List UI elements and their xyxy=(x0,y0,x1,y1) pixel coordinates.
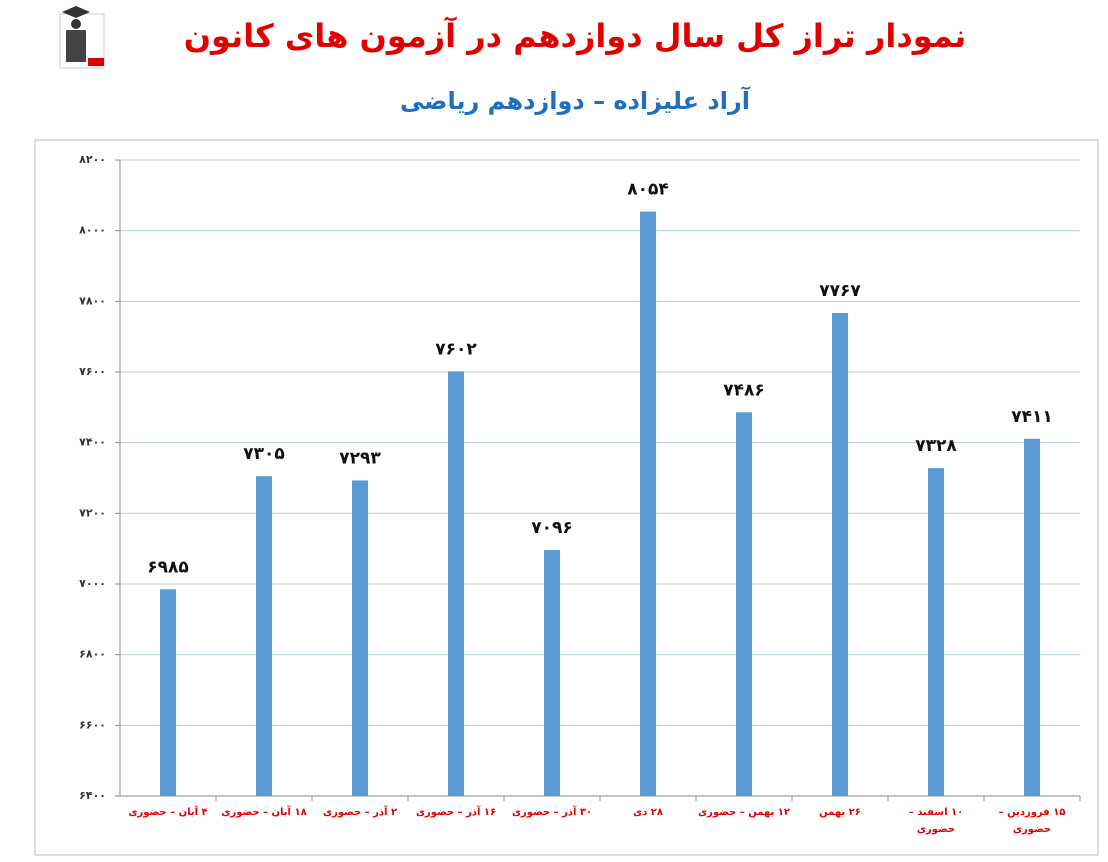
bar xyxy=(832,312,848,796)
data-label: ۷۲۹۳ xyxy=(339,448,381,468)
data-label: ۸۰۵۴ xyxy=(627,180,669,200)
x-tick-label: ۲۸ دی xyxy=(633,807,663,818)
x-tick-label: ۱۵ فروردین – حضوری xyxy=(998,807,1066,835)
bar xyxy=(544,550,560,796)
y-tick-label: ۷۶۰۰ xyxy=(79,365,106,378)
data-label: ۷۰۹۶ xyxy=(531,518,573,538)
bar xyxy=(256,476,272,796)
y-tick-label: ۷۴۰۰ xyxy=(79,436,106,449)
x-tick-label: ۲۶ بهمن xyxy=(819,807,861,818)
y-tick-label: ۷۰۰۰ xyxy=(79,577,106,590)
data-label: ۷۴۱۱ xyxy=(1011,407,1053,427)
data-label: ۷۷۶۷ xyxy=(819,281,861,301)
data-label: ۷۶۰۲ xyxy=(435,339,477,359)
chart-title: نمودار تراز کل سال دوازدهم در آزمون های … xyxy=(184,16,967,55)
x-tick-label: ۱۶ آذر – حضوری xyxy=(415,807,497,818)
data-label: ۷۳۲۸ xyxy=(915,436,957,456)
y-tick-label: ۶۴۰۰ xyxy=(79,789,106,802)
data-label: ۷۴۸۶ xyxy=(723,380,765,400)
bar xyxy=(160,589,176,796)
y-tick-label: ۸۲۰۰ xyxy=(79,153,106,166)
bar xyxy=(928,468,944,796)
x-tick-label: ۳۰ آذر – حضوری xyxy=(511,807,593,818)
bar xyxy=(736,412,752,796)
bar xyxy=(1024,438,1040,796)
chart-subtitle: آراد علیزاده – دوازدهم ریاضی xyxy=(400,86,751,115)
data-label: ۶۹۸۵ xyxy=(147,557,189,577)
x-tick-label: ۱۲ بهمن – حضوری xyxy=(698,807,790,818)
x-tick-label: ۴ آبان – حضوری xyxy=(128,807,208,818)
x-tick-label: ۱۸ آبان – حضوری xyxy=(221,807,307,818)
bar xyxy=(640,211,656,796)
y-tick-label: ۷۲۰۰ xyxy=(79,506,106,519)
y-tick-label: ۷۸۰۰ xyxy=(79,294,106,307)
chart-frame xyxy=(34,139,1099,856)
y-tick-label: ۸۰۰۰ xyxy=(79,224,106,237)
data-label: ۷۳۰۵ xyxy=(243,444,285,464)
x-tick-label: ۱۰ اسفند – حضوری xyxy=(908,807,964,835)
y-tick-label: ۶۶۰۰ xyxy=(79,718,106,731)
bar xyxy=(448,371,464,796)
y-tick-label: ۶۸۰۰ xyxy=(79,648,106,661)
x-tick-label: ۲ آذر – حضوری xyxy=(322,807,398,818)
logo xyxy=(59,6,105,69)
bar xyxy=(352,480,368,796)
